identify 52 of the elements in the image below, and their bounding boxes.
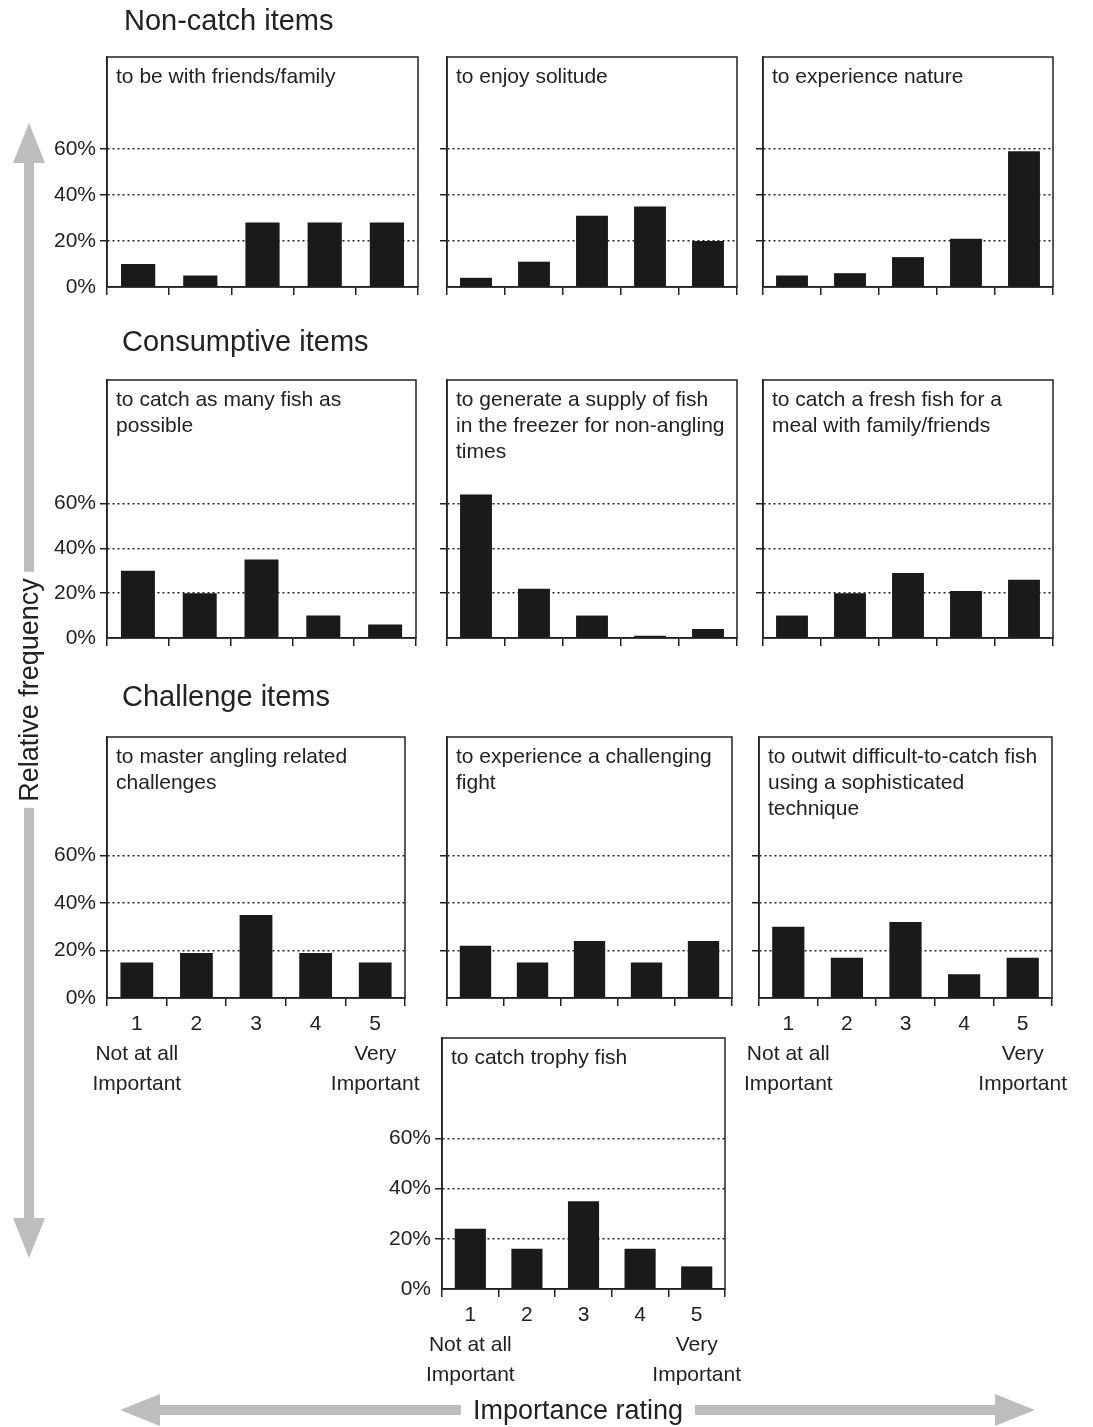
y-tick-label: 0%	[65, 984, 97, 1008]
x-tick-label: 2	[521, 1302, 533, 1326]
y-tick-label: 20%	[54, 227, 97, 251]
x-tick-label: 3	[577, 1302, 590, 1326]
text: to catch as many fish as possible	[116, 387, 342, 437]
text: Very Important	[978, 1041, 1068, 1095]
y-tick-label: 60%	[54, 490, 97, 514]
x-tick-label: 4	[958, 1011, 971, 1035]
y-tick-label: 60%	[54, 135, 97, 159]
text: to catch a fresh fish for a meal with family/friends	[772, 387, 1003, 437]
chart-title: to experience nature	[772, 64, 964, 88]
y-tick-label: 20%	[54, 579, 97, 603]
x-tick-label: 5	[1016, 1011, 1029, 1035]
y-tick-label: 20%	[389, 1225, 432, 1249]
chart-title: to be with friends/family	[116, 64, 336, 88]
x-tick-label: 1	[130, 1011, 143, 1035]
y-tick-label: 60%	[54, 842, 97, 866]
y-tick-label: 20%	[54, 937, 97, 961]
x-tick-label: 5	[690, 1302, 703, 1326]
x-tick-label: 1	[464, 1302, 477, 1326]
y-tick-label: 0%	[65, 624, 97, 648]
text: to generate a supply of fish in the freezer for non-angling times	[456, 387, 725, 463]
text: Not at all Important	[92, 1041, 182, 1095]
text: to experience a challenging fight	[456, 744, 712, 794]
text: to master angling related challenges	[116, 744, 348, 794]
text: Not at all Important	[743, 1041, 833, 1095]
x-tick-label: 2	[190, 1011, 203, 1035]
text: Importance rating	[460, 1394, 696, 1426]
text: Relative frequency	[13, 572, 45, 808]
x-tick-label: 3	[899, 1011, 912, 1035]
text: Not at all Important	[425, 1332, 515, 1386]
text: Non-catch items	[124, 4, 335, 37]
chart-title: to catch trophy fish	[451, 1045, 628, 1069]
x-tick-label: 4	[309, 1011, 322, 1035]
y-tick-label: 40%	[54, 889, 97, 913]
x-tick-label: 1	[782, 1011, 795, 1035]
chart-title: to enjoy solitude	[456, 64, 608, 88]
x-tick-label: 2	[841, 1011, 853, 1035]
text: to outwit difficult-to-catch fish using a sophisticated technique	[768, 744, 1038, 820]
text: Consumptive items	[122, 325, 370, 358]
y-tick-label: 40%	[389, 1175, 432, 1199]
x-tick-label: 3	[250, 1011, 262, 1035]
y-tick-label: 40%	[54, 181, 97, 205]
y-tick-label: 60%	[389, 1125, 432, 1149]
x-tick-label: 5	[369, 1011, 382, 1035]
y-tick-label: 40%	[54, 535, 97, 559]
y-tick-label: 0%	[65, 273, 97, 297]
y-tick-label: 0%	[400, 1275, 432, 1299]
text: Very Important	[330, 1041, 420, 1095]
text: Very Important	[652, 1332, 742, 1386]
text: Challenge items	[122, 680, 331, 713]
x-tick-label: 4	[634, 1302, 647, 1326]
